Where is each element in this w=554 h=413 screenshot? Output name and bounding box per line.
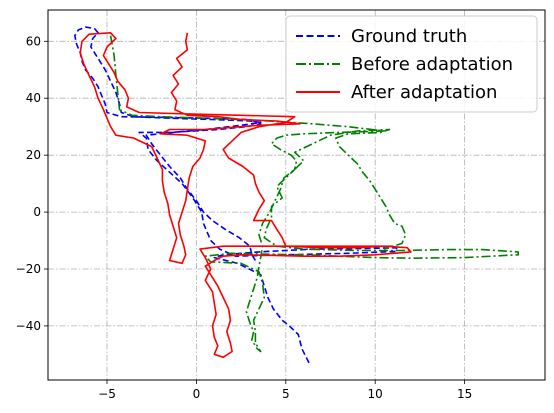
legend-label-ground-truth: Ground truth (351, 26, 467, 47)
axis-ticks: −5 0 5 10 15 −40 −20 0 20 40 60 (16, 34, 473, 401)
y-tick-label: −40 (16, 319, 41, 333)
x-tick-label: 5 (282, 387, 290, 401)
y-tick-label: 60 (26, 34, 41, 48)
x-tick-label: −5 (98, 387, 116, 401)
y-tick-label: 40 (26, 91, 41, 105)
legend: Ground truth Before adaptation After ada… (285, 15, 538, 113)
legend-label-after-adaptation: After adaptation (351, 82, 497, 103)
x-tick-label: 15 (457, 387, 472, 401)
x-tick-label: 0 (193, 387, 201, 401)
series-line-before-adaptation (109, 35, 519, 353)
series-lines (74, 26, 519, 364)
series-line-after-adaptation (79, 31, 412, 358)
legend-box (285, 15, 538, 113)
y-tick-label: 20 (26, 148, 41, 162)
y-tick-label: −20 (16, 262, 41, 276)
plot-frame (47, 9, 546, 381)
y-tick-label: 0 (33, 205, 41, 219)
x-tick-label: 10 (368, 387, 383, 401)
legend-label-before-adaptation: Before adaptation (351, 54, 513, 75)
